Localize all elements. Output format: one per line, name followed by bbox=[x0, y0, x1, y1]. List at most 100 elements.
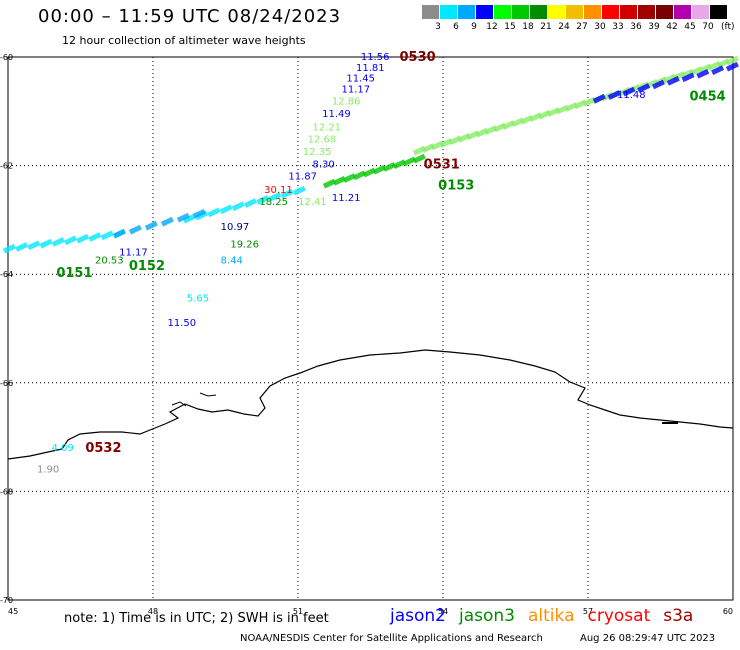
legend-swatch bbox=[548, 5, 565, 19]
track-swh-cluster bbox=[15, 242, 29, 252]
swh-value-label: 5.65 bbox=[187, 294, 209, 305]
legend-swatch bbox=[620, 5, 637, 19]
swh-value-label: 18.25 bbox=[259, 197, 288, 208]
legend-label: 12 bbox=[486, 22, 498, 32]
swh-value-label: 11.48 bbox=[617, 90, 646, 101]
legend-swatch bbox=[692, 5, 709, 19]
swh-value-label: 8.30 bbox=[313, 160, 335, 171]
legend-label: 15 bbox=[504, 22, 516, 32]
legend-label: 27 bbox=[576, 22, 588, 32]
legend-label: 42 bbox=[666, 22, 678, 32]
track-swh-cluster bbox=[256, 195, 270, 205]
latitude-label: -60 bbox=[0, 53, 13, 62]
swh-value-label: 11.81 bbox=[356, 63, 385, 74]
pass-time-label: 0153 bbox=[438, 179, 474, 194]
swh-value-label: 11.49 bbox=[322, 109, 351, 120]
satellite-jason2: jason2 bbox=[390, 606, 446, 626]
swh-value-label: 4.09 bbox=[52, 443, 74, 454]
swh-value-label: 11.56 bbox=[361, 52, 390, 63]
track-swh-cluster bbox=[112, 228, 126, 239]
legend-swatch bbox=[656, 5, 673, 19]
swh-value-label: 8.44 bbox=[221, 256, 243, 267]
track-swh-cluster bbox=[622, 86, 636, 97]
legend-label: 24 bbox=[558, 22, 570, 32]
pass-time-label: 0152 bbox=[129, 259, 165, 274]
track-swh-cluster bbox=[160, 216, 174, 227]
pass-time-label: 0531 bbox=[424, 158, 460, 173]
legend-swatch bbox=[512, 5, 529, 19]
track-swh-cluster bbox=[100, 230, 114, 241]
footnote: note: 1) Time is in UTC; 2) SWH is in fe… bbox=[64, 611, 329, 626]
swh-value-label: 11.50 bbox=[168, 318, 197, 329]
track-swh-cluster bbox=[88, 232, 102, 242]
legend-label: 30 bbox=[594, 22, 606, 32]
track-swh-cluster bbox=[382, 162, 396, 172]
track-swh-cluster bbox=[231, 201, 245, 211]
coastline-islet bbox=[199, 392, 217, 397]
legend-swatch bbox=[602, 5, 619, 19]
swh-value-label: 30.11 bbox=[264, 185, 293, 196]
satellite-key: jason2 jason3 altika cryosat s3a bbox=[390, 606, 706, 626]
pass-time-label: 0530 bbox=[400, 50, 436, 65]
legend-label: 70 bbox=[702, 22, 714, 32]
track-swh-cluster bbox=[207, 207, 221, 218]
track-swh-cluster bbox=[696, 68, 710, 79]
swh-value-label: 11.45 bbox=[346, 74, 375, 85]
credit-line: NOAA/NESDIS Center for Satellite Applica… bbox=[240, 633, 543, 644]
track-swh-cluster bbox=[144, 220, 158, 231]
track-swh-cluster bbox=[711, 65, 725, 75]
track-swh-cluster bbox=[681, 72, 695, 83]
track-swh-cluster bbox=[592, 93, 606, 104]
track-swh-cluster bbox=[651, 79, 665, 90]
swh-value-label: 11.17 bbox=[342, 85, 371, 96]
legend-swatch bbox=[710, 5, 727, 19]
track-swh-cluster bbox=[322, 178, 336, 189]
track-swh-cluster bbox=[27, 240, 41, 251]
track-swh-cluster bbox=[607, 90, 621, 100]
legend-swatch bbox=[584, 5, 601, 19]
pass-time-label: 0151 bbox=[56, 266, 92, 281]
satellite-cryosat: cryosat bbox=[587, 606, 651, 626]
track-swh-cluster bbox=[76, 233, 90, 244]
track-swh-cluster bbox=[243, 198, 257, 208]
swh-value-label: 12.68 bbox=[308, 135, 337, 146]
legend-swatch bbox=[566, 5, 583, 19]
swh-value-label: 11.21 bbox=[332, 193, 361, 204]
track-swh-cluster bbox=[182, 213, 196, 224]
legend-label: 18 bbox=[522, 22, 534, 32]
legend-swatch bbox=[458, 5, 475, 19]
latitude-label: -66 bbox=[0, 379, 13, 388]
legend-label: 9 bbox=[471, 22, 477, 32]
coastline-islet bbox=[171, 401, 187, 407]
legend-swatch bbox=[494, 5, 511, 19]
longitude-label: 60 bbox=[723, 607, 733, 616]
legend-swatch bbox=[422, 5, 439, 19]
latitude-label: -62 bbox=[0, 162, 13, 171]
swh-value-label: 20.53 bbox=[95, 256, 124, 267]
longitude-label: 57 bbox=[583, 607, 593, 616]
track-swh-cluster bbox=[192, 208, 206, 219]
satellite-jason3: jason3 bbox=[459, 606, 515, 626]
pass-time-label: 0454 bbox=[690, 90, 726, 105]
satellite-altika: altika bbox=[528, 606, 575, 626]
latitude-label: -68 bbox=[0, 487, 13, 496]
track-swh-cluster bbox=[332, 176, 346, 186]
legend-unit-label: (ft) bbox=[721, 22, 735, 32]
pass-time-label: 0532 bbox=[85, 441, 121, 456]
swh-value-label: 11.87 bbox=[288, 171, 317, 182]
legend-label: 45 bbox=[684, 22, 696, 32]
longitude-label: 54 bbox=[438, 607, 448, 616]
latitude-label: -64 bbox=[0, 270, 13, 279]
swh-value-label: 12.35 bbox=[303, 147, 332, 158]
legend-label: 3 bbox=[435, 22, 441, 32]
legend-label: 33 bbox=[612, 22, 624, 32]
track-swh-cluster bbox=[63, 235, 77, 246]
latitude-label: -70 bbox=[0, 596, 13, 605]
legend-label: 36 bbox=[630, 22, 642, 32]
track-swh-cluster bbox=[39, 238, 53, 249]
legend-label: 39 bbox=[648, 22, 660, 32]
longitude-label: 51 bbox=[293, 607, 303, 616]
legend-swatch bbox=[638, 5, 655, 19]
track-swh-cluster bbox=[128, 224, 142, 235]
